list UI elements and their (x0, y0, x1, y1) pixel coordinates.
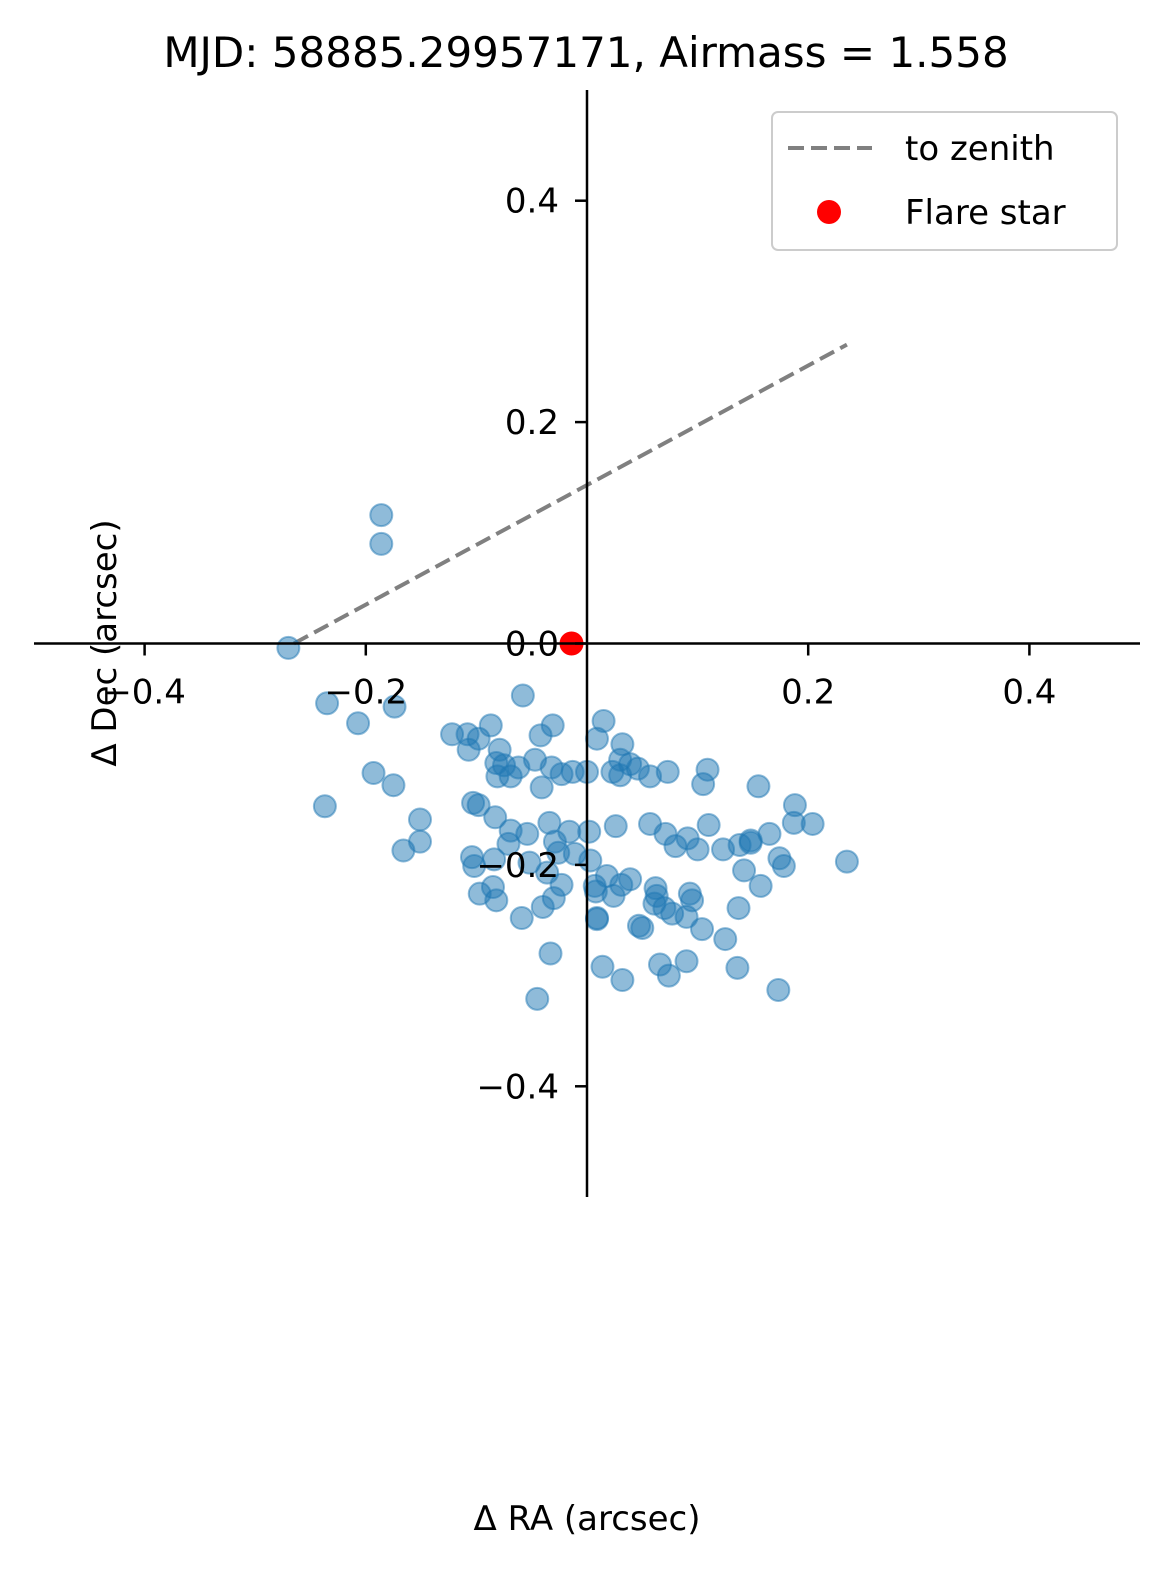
scatter-point (584, 907, 609, 932)
scatter-point (369, 531, 394, 556)
scatter-point (583, 879, 608, 904)
y-tick-label: −0.2 (476, 846, 559, 886)
scatter-point (509, 906, 534, 931)
scatter-point (603, 814, 628, 839)
y-tick-label: 0.4 (505, 182, 559, 222)
scatter-point (541, 886, 566, 911)
scatter-point (510, 683, 535, 708)
scatter-point (459, 845, 484, 870)
scatter-point (484, 888, 509, 913)
scatter-point (584, 726, 609, 751)
scatter-point (382, 694, 407, 719)
y-axis-title: Δ Dec (arcsec) (85, 519, 125, 766)
scatter-point (732, 858, 757, 883)
scatter-point (630, 915, 655, 940)
scatter-point (590, 954, 615, 979)
scatter-point (691, 772, 716, 797)
scatter-point (726, 896, 751, 921)
x-tick-label: −0.4 (103, 673, 186, 713)
y-tick-label: 0.0 (505, 625, 559, 665)
axes: −0.4 −0.2 0.2 0.4 −0.4 −0.2 0.0 0.2 0.4 (34, 90, 1140, 1197)
scatter-point (766, 977, 791, 1002)
scatter-point (655, 759, 680, 784)
scatter-point (517, 850, 542, 875)
x-tick-label: 0.4 (1002, 673, 1056, 713)
scatter-point (528, 723, 553, 748)
scatter-point (674, 904, 699, 929)
scatter-point (496, 831, 521, 856)
scatter-point (312, 794, 337, 819)
x-axis-title: Δ RA (arcsec) (474, 1499, 701, 1539)
scatter-point (525, 986, 550, 1011)
scatter-point (713, 927, 738, 952)
scatter-point (529, 775, 554, 800)
y-tick-label: −0.4 (476, 1067, 559, 1107)
x-tick-label: 0.2 (781, 673, 835, 713)
x-tick-label: −0.2 (325, 673, 408, 713)
scatter-point (738, 830, 763, 855)
scatter-point (771, 854, 796, 879)
scatter-point (834, 849, 859, 874)
legend-label-flare: Flare star (905, 193, 1066, 233)
scatter-point (610, 968, 635, 993)
scatter-point (725, 955, 750, 980)
plot-area (276, 342, 859, 1011)
scatter-point (674, 949, 699, 974)
zenith-line (292, 342, 848, 646)
legend-label-zenith: to zenith (905, 129, 1055, 169)
scatter-point (369, 503, 394, 528)
scatter-point (557, 819, 582, 844)
scatter-point (538, 941, 563, 966)
scatter-point (625, 756, 650, 781)
scatter-point (748, 873, 773, 898)
scatter-point (361, 761, 386, 786)
scatter-point (577, 819, 602, 844)
scatter-point (483, 805, 508, 830)
scatter-point (407, 807, 432, 832)
scatter-point (315, 691, 340, 716)
scatter-point (346, 711, 371, 736)
legend: to zenith Flare star (771, 111, 1118, 251)
scatter-point (696, 813, 721, 838)
scatter-point (407, 829, 432, 854)
y-tick-label: 0.2 (505, 403, 559, 443)
scatter-point (456, 737, 481, 762)
scatter-point (685, 837, 710, 862)
scatter-point (515, 821, 540, 846)
scatter-point (644, 883, 669, 908)
scatter-point (546, 840, 571, 865)
scatter-point (656, 963, 681, 988)
legend-flare-swatch (817, 200, 841, 224)
scatter-point (535, 860, 560, 885)
scatter-point (690, 917, 715, 942)
scatter-point (746, 774, 771, 799)
scatter-point (381, 773, 406, 798)
chart-title: MJD: 58885.29957171, Airmass = 1.558 (163, 28, 1008, 77)
scatter-point (276, 635, 301, 660)
scatter-point (800, 811, 825, 836)
scatter-point (466, 793, 491, 818)
